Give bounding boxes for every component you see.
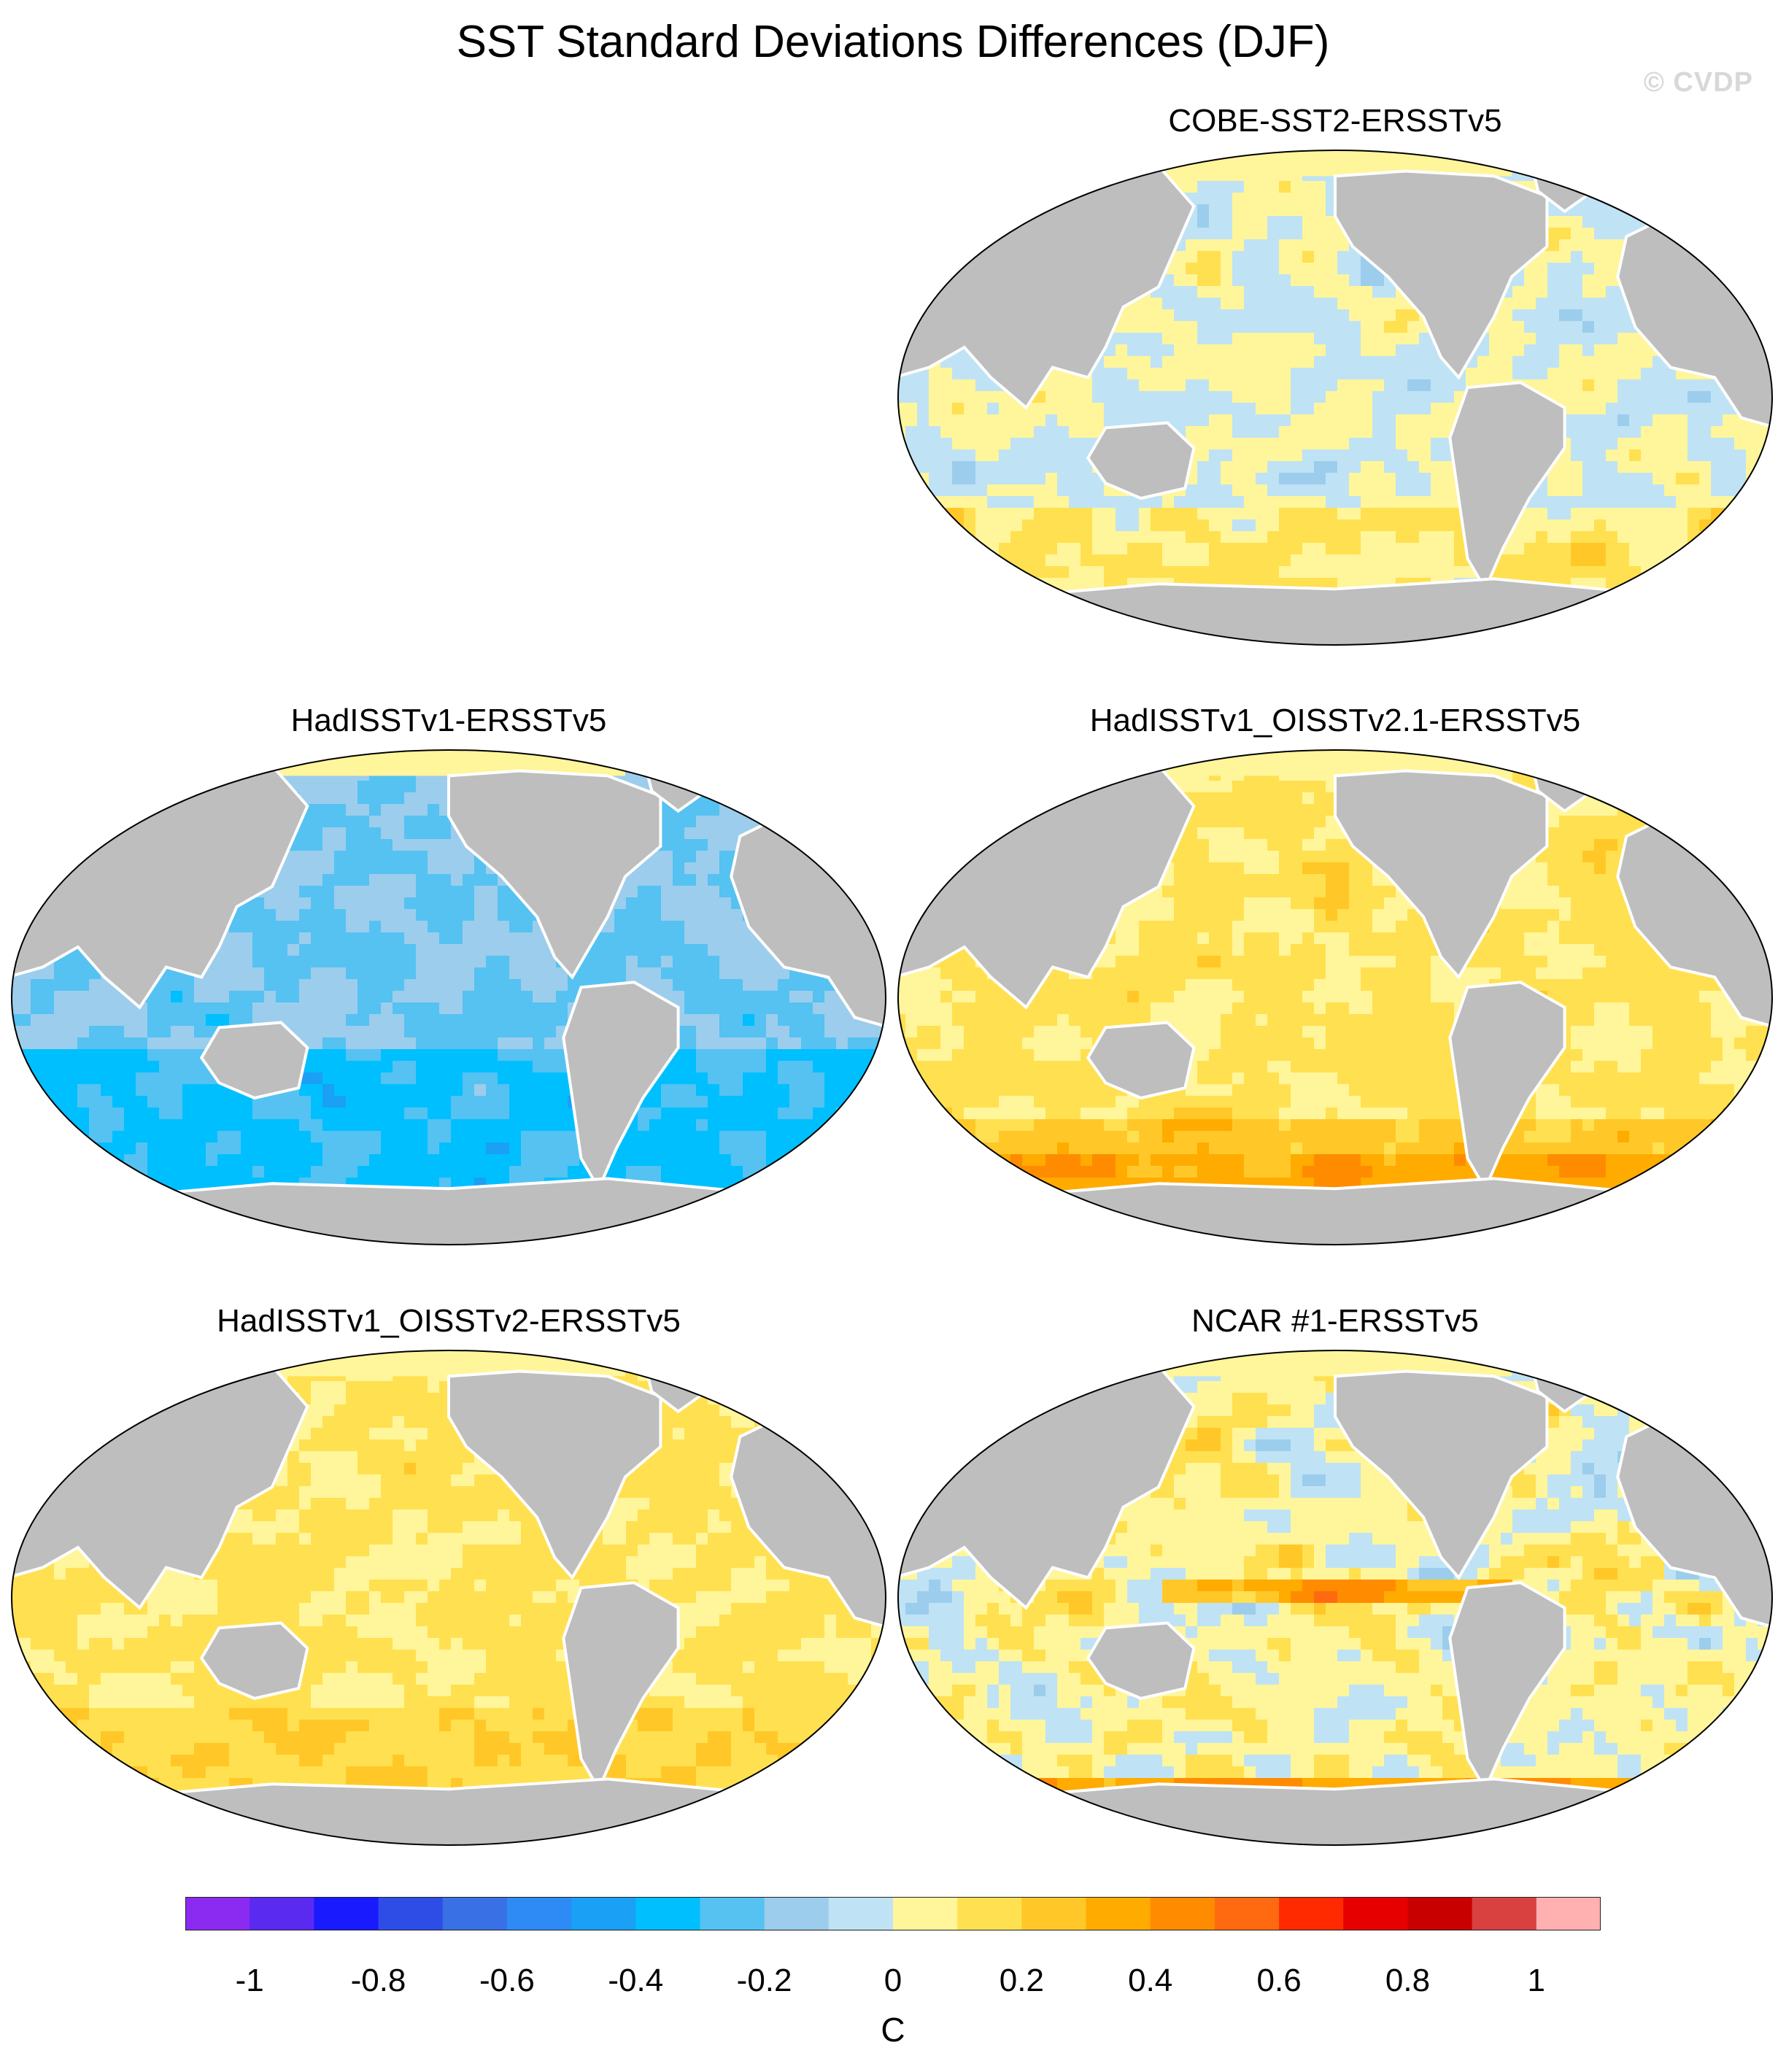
colorbar-tick-label: -0.8 <box>350 1963 406 1998</box>
map-panel-hadisst-oisstv21 <box>897 749 1773 1245</box>
land-mask <box>199 1621 309 1701</box>
colorbar-tick-label: 0.4 <box>1128 1963 1173 1998</box>
map-panel-cobe <box>897 150 1773 646</box>
map-border <box>897 150 1773 646</box>
colorbar-swatch <box>828 1897 894 1930</box>
colorbar-swatch <box>1279 1897 1344 1930</box>
colorbar-swatch <box>571 1897 636 1930</box>
colorbar-frame <box>185 1897 1601 1930</box>
colorbar-tick-label: 1 <box>1527 1963 1546 1998</box>
sst-field <box>12 750 886 1245</box>
land-mask <box>1448 981 1566 1192</box>
panel-title-ncar1: NCAR #1-ERSSTv5 <box>1191 1303 1479 1339</box>
land-mask <box>1448 1581 1566 1793</box>
colorbar-swatch <box>1343 1897 1409 1930</box>
colorbar-swatch <box>1021 1897 1087 1930</box>
colorbar-swatch <box>1214 1897 1280 1930</box>
cvdp-watermark: © CVDP <box>1643 67 1753 98</box>
land-mask <box>199 1021 309 1100</box>
land-mask <box>1448 381 1566 592</box>
land-mask <box>1334 769 1549 980</box>
panel-title-hadisst-oisstv2: HadISSTv1_OISSTv2-ERSSTv5 <box>217 1303 681 1339</box>
colorbar-swatch <box>1536 1897 1601 1930</box>
colorbar-tick-label: 0.2 <box>999 1963 1044 1998</box>
colorbar-swatch <box>378 1897 444 1930</box>
colorbar-tick-label: -0.6 <box>479 1963 535 1998</box>
land-mask <box>447 769 662 980</box>
colorbar-unit: C <box>881 2011 905 2049</box>
land-mask <box>1334 169 1549 380</box>
panel-title-hadisst: HadISSTv1-ERSSTv5 <box>290 703 607 738</box>
sst-field <box>898 750 1772 1245</box>
colorbar-tick-label: -0.2 <box>736 1963 792 1998</box>
colorbar-swatch <box>957 1897 1022 1930</box>
map-border <box>897 749 1773 1245</box>
panel-title-hadisst-oisstv21: HadISSTv1_OISSTv2.1-ERSSTv5 <box>1089 703 1581 738</box>
colorbar-tick-label: 0 <box>884 1963 902 1998</box>
sst-field <box>898 150 1772 645</box>
colorbar-swatch <box>442 1897 508 1930</box>
colorbar-swatch <box>764 1897 830 1930</box>
sst-field <box>898 1350 1772 1845</box>
figure-title: SST Standard Deviations Differences (DJF… <box>456 17 1330 67</box>
colorbar-swatch <box>1086 1897 1151 1930</box>
land-mask <box>562 981 680 1192</box>
land-mask <box>1334 1369 1549 1580</box>
colorbar-tick-label: 0.6 <box>1256 1963 1302 1998</box>
land-mask <box>898 1177 1772 1245</box>
map-panel-ncar1 <box>897 1350 1773 1846</box>
colorbar-tick-label: -0.4 <box>608 1963 664 1998</box>
colorbar-swatch <box>893 1897 958 1930</box>
land-mask <box>1086 421 1196 500</box>
sst-field <box>12 1350 886 1845</box>
land-mask <box>12 1177 886 1245</box>
colorbar-tick-label: -1 <box>235 1963 264 1998</box>
colorbar-swatch <box>250 1897 314 1930</box>
map-border <box>897 1350 1773 1846</box>
colorbar-swatch <box>1407 1897 1473 1930</box>
land-mask <box>898 577 1772 645</box>
colorbar-tick-label: 0.8 <box>1385 1963 1431 1998</box>
colorbar-swatch <box>185 1897 250 1930</box>
map-border <box>11 749 886 1245</box>
land-mask <box>562 1581 680 1793</box>
map-panel-hadisst <box>11 749 886 1245</box>
map-panel-hadisst-oisstv2 <box>11 1350 886 1846</box>
colorbar <box>185 1897 1601 1930</box>
colorbar-swatch <box>700 1897 765 1930</box>
land-mask <box>898 1777 1772 1845</box>
land-mask <box>1086 1021 1196 1100</box>
land-mask <box>12 1777 886 1845</box>
colorbar-swatch <box>314 1897 379 1930</box>
land-mask <box>447 1369 662 1580</box>
colorbar-swatch <box>506 1897 572 1930</box>
map-border <box>11 1350 886 1846</box>
panel-title-cobe: COBE-SST2-ERSSTv5 <box>1168 103 1502 139</box>
colorbar-swatch <box>1472 1897 1537 1930</box>
colorbar-swatch <box>635 1897 701 1930</box>
colorbar-tick-labels: -1 -0.8 -0.6 -0.4 -0.2 0 0.2 0.4 0.6 0.8 1 <box>185 1963 1601 2006</box>
land-mask <box>1086 1621 1196 1701</box>
colorbar-swatch <box>1150 1897 1215 1930</box>
